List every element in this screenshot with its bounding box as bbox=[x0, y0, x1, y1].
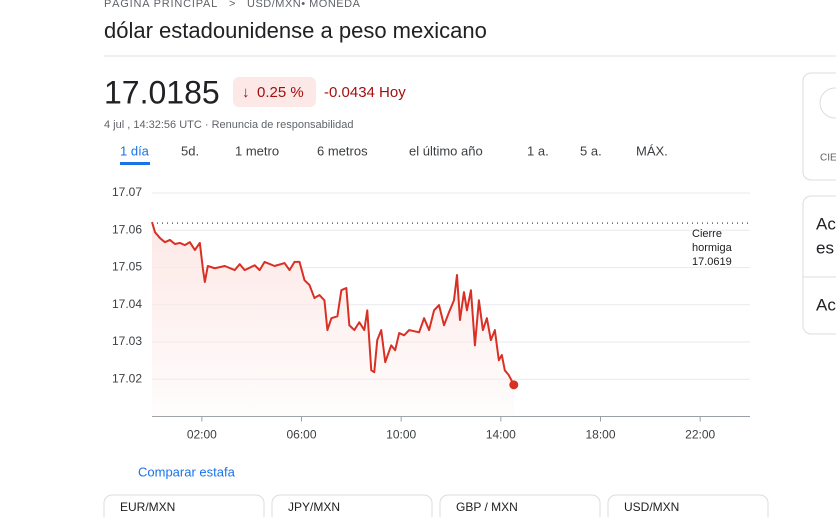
down-arrow: ↓ bbox=[242, 84, 250, 101]
change-percent: 0.25 % bbox=[257, 84, 304, 101]
compare-card[interactable] bbox=[271, 494, 433, 522]
previous-close-value: 17.0619 bbox=[692, 256, 732, 268]
x-tick-label: 02:00 bbox=[187, 428, 217, 442]
y-tick-label: 17.04 bbox=[112, 297, 142, 311]
side-text: CIE bbox=[820, 153, 836, 164]
tab[interactable]: 5 a. bbox=[580, 143, 602, 158]
tab[interactable]: MÁX. bbox=[636, 143, 668, 158]
tab[interactable]: 5d. bbox=[181, 143, 199, 158]
x-tick-label: 22:00 bbox=[685, 428, 715, 442]
page-title: dólar estadounidense a peso mexicano bbox=[104, 18, 487, 43]
tab[interactable]: 1 día bbox=[120, 143, 150, 158]
side-panel bbox=[802, 72, 836, 181]
x-tick-label: 18:00 bbox=[585, 428, 615, 442]
side-text: Ac bbox=[816, 214, 836, 233]
compare-link[interactable]: Comparar estafa bbox=[138, 464, 236, 479]
last-point bbox=[509, 380, 519, 390]
y-tick-label: 17.05 bbox=[112, 260, 142, 274]
y-tick-label: 17.06 bbox=[112, 222, 142, 236]
previous-close-label: Cierre bbox=[692, 228, 722, 240]
area-fill bbox=[152, 222, 514, 417]
tab[interactable]: 6 metros bbox=[317, 143, 368, 158]
price-line bbox=[151, 221, 515, 386]
tab-underline bbox=[120, 162, 150, 165]
y-tick-label: 17.07 bbox=[112, 185, 142, 199]
compare-card-label: USD/MXN bbox=[624, 500, 679, 514]
tab[interactable]: el último año bbox=[409, 143, 483, 158]
breadcrumb[interactable]: PÁGINA PRINCIPAL bbox=[104, 0, 218, 10]
compare-card-label: JPY/MXN bbox=[288, 500, 340, 514]
compare-card-label: GBP / MXN bbox=[456, 500, 518, 514]
x-tick-label: 10:00 bbox=[386, 428, 416, 442]
compare-card[interactable] bbox=[103, 494, 265, 522]
side-panel bbox=[802, 195, 836, 335]
x-tick-label: 06:00 bbox=[286, 428, 316, 442]
tab[interactable]: 1 metro bbox=[235, 143, 279, 158]
price: 17.0185 bbox=[104, 74, 220, 110]
breadcrumb-sep: > bbox=[229, 0, 235, 10]
change: -0.0434 Hoy bbox=[324, 84, 406, 101]
y-tick-label: 17.02 bbox=[112, 371, 142, 385]
tab[interactable]: 1 a. bbox=[527, 143, 549, 158]
side-button[interactable] bbox=[819, 87, 836, 119]
previous-close-label: hormiga bbox=[692, 242, 733, 254]
side-text: es bbox=[816, 238, 834, 257]
breadcrumb-current: USD/MXN• MONEDA bbox=[247, 0, 361, 10]
compare-card-label: EUR/MXN bbox=[120, 500, 175, 514]
x-tick-label: 14:00 bbox=[486, 428, 516, 442]
y-tick-label: 17.03 bbox=[112, 334, 142, 348]
compare-card[interactable] bbox=[439, 494, 601, 522]
side-text: Ac bbox=[816, 295, 836, 314]
compare-card[interactable] bbox=[607, 494, 769, 522]
timestamp: 4 jul , 14:32:56 UTC · Renuncia de respo… bbox=[104, 119, 353, 131]
change-pill bbox=[233, 77, 316, 107]
